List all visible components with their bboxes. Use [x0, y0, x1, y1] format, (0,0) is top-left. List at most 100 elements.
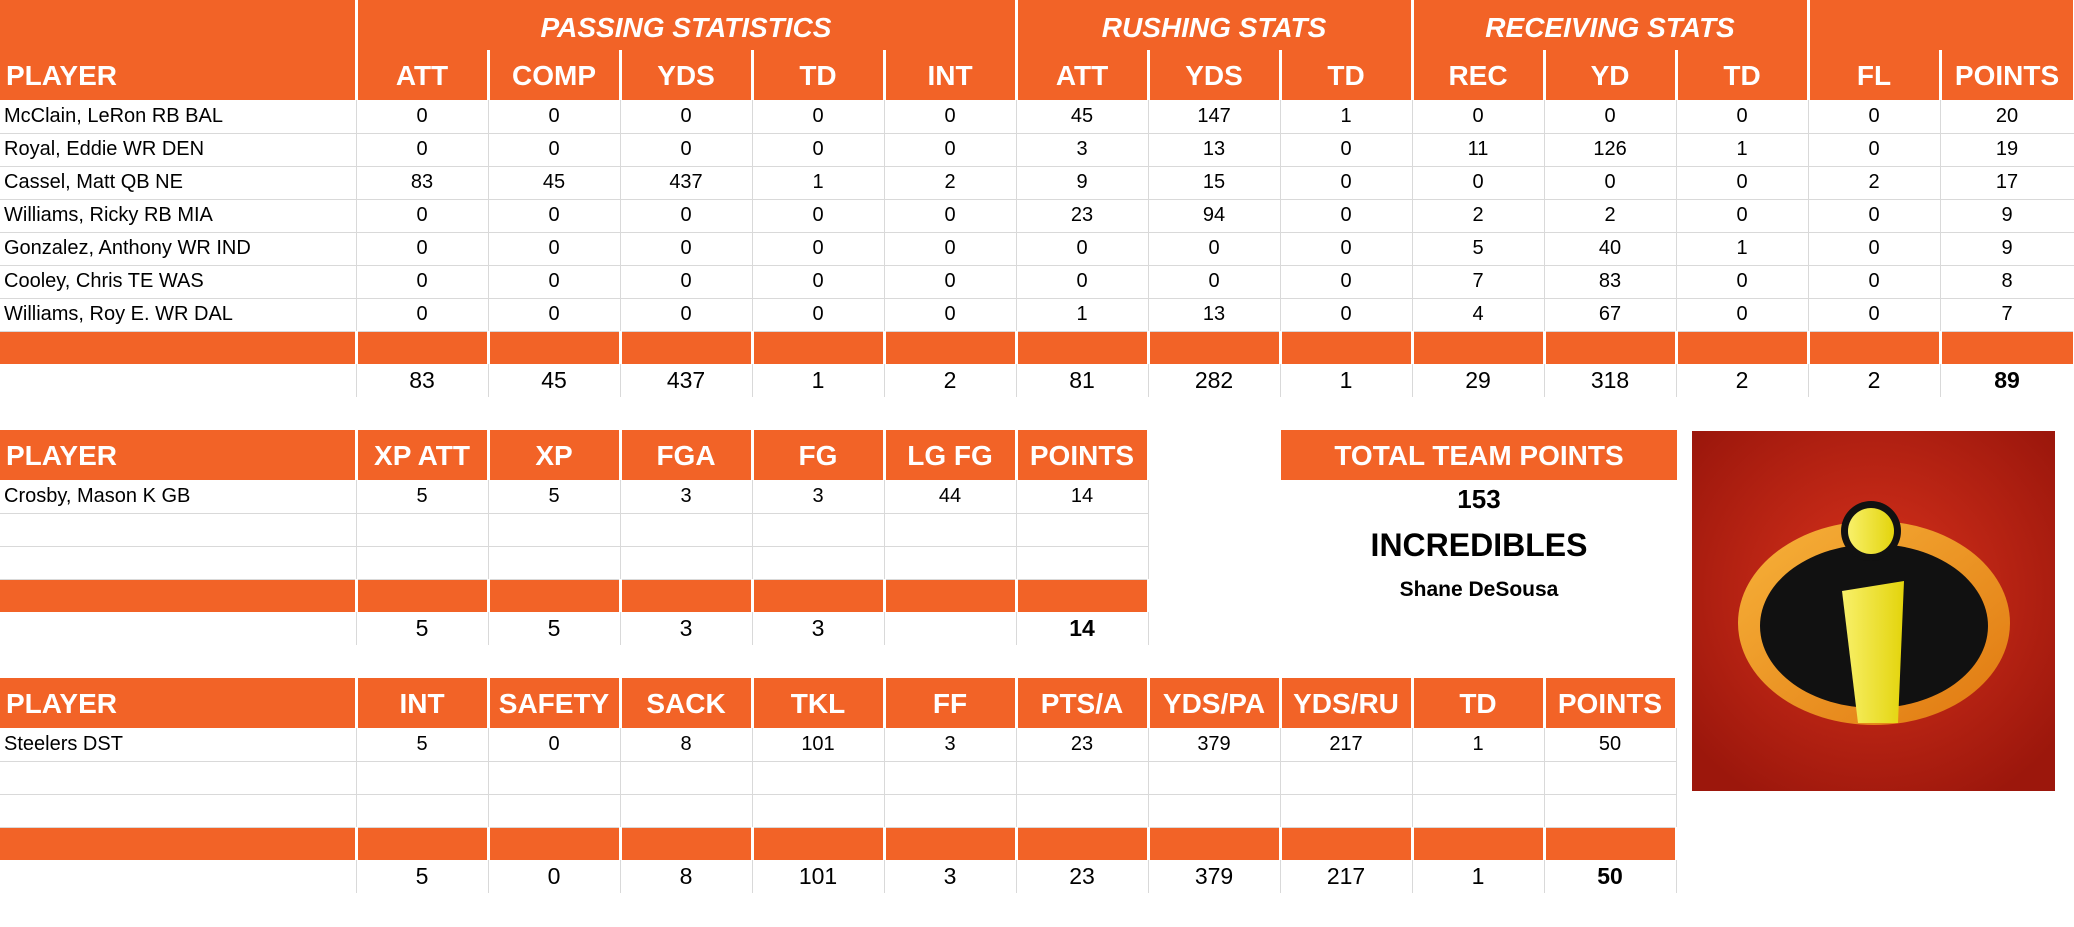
- column-header: FF: [884, 678, 1018, 728]
- separator-cell: [488, 331, 622, 364]
- player-name-cell: Crosby, Mason K GB: [0, 480, 357, 514]
- table-row: Gonzalez, Anthony WR IND 0 0 0 0 0 0 0 0 5 40 1 0 9: [0, 232, 2074, 266]
- stat-cell: 0: [620, 265, 753, 299]
- stat-cell: [356, 513, 489, 547]
- column-header: YDS/RU: [1280, 678, 1414, 728]
- total-cell: 437: [620, 364, 753, 397]
- separator-cell: [1016, 827, 1150, 860]
- stat-cell: 3: [620, 480, 753, 514]
- stat-cell: 2: [884, 166, 1017, 200]
- stat-cell: 0: [356, 232, 489, 266]
- stat-cell: 0: [884, 265, 1017, 299]
- total-cell: 1: [1412, 860, 1545, 893]
- separator-cell: [620, 579, 754, 612]
- separator-bar: [0, 579, 1150, 612]
- totals-row: 5 0 8 101 3 23 379 217 1 50: [0, 860, 1677, 893]
- stat-cell: 0: [620, 298, 753, 332]
- stat-cell: 3: [752, 480, 885, 514]
- column-header: SAFETY: [488, 678, 622, 728]
- column-header: YDS/PA: [1148, 678, 1282, 728]
- stat-cell: 0: [1148, 232, 1281, 266]
- total-cell: 3: [752, 612, 885, 645]
- total-cell: 23: [1016, 860, 1149, 893]
- stat-cell: 9: [1940, 232, 2074, 266]
- total-cell: 0: [488, 860, 621, 893]
- group-header-blank: [1808, 0, 2074, 50]
- column-header: INT: [356, 678, 490, 728]
- total-cell: 2: [884, 364, 1017, 397]
- player-name-cell: Gonzalez, Anthony WR IND: [0, 232, 357, 266]
- stat-cell: [1412, 761, 1545, 795]
- stat-cell: 83: [1544, 265, 1677, 299]
- separator-cell: [1280, 827, 1414, 860]
- stat-cell: 0: [884, 232, 1017, 266]
- stat-cell: 17: [1940, 166, 2074, 200]
- defense-stats-table: PLAYER INT SAFETY SACK TKL FF PTS/A YDS/PA YDS/R…: [0, 678, 1678, 893]
- stat-cell: 0: [1280, 232, 1413, 266]
- stat-cell: [884, 513, 1017, 547]
- stat-cell: 0: [488, 728, 621, 762]
- stat-cell: 8: [620, 728, 753, 762]
- total-cell: 5: [356, 612, 489, 645]
- column-header: TD: [1412, 678, 1546, 728]
- stat-cell: [1280, 794, 1413, 828]
- stat-cell: [1016, 761, 1149, 795]
- column-header: POINTS: [1016, 430, 1150, 480]
- total-cell: 50: [1544, 860, 1677, 893]
- total-cell: 2: [1808, 364, 1941, 397]
- stat-cell: 0: [356, 265, 489, 299]
- total-cell: 5: [488, 612, 621, 645]
- stat-cell: 0: [752, 100, 885, 134]
- stat-cell: 0: [1412, 166, 1545, 200]
- separator-cell: [356, 579, 490, 612]
- team-name: INCREDIBLES: [1370, 527, 1588, 563]
- separator-cell: [1412, 827, 1546, 860]
- column-header: SACK: [620, 678, 754, 728]
- separator-cell: [0, 331, 358, 364]
- stat-cell: 0: [488, 298, 621, 332]
- stat-cell: 0: [1676, 199, 1809, 233]
- column-header-row: PLAYER ATT COMP YDS TD INT ATT YDS TD REC YD TD FL PO…: [0, 50, 2074, 100]
- column-header: POINTS: [1544, 678, 1678, 728]
- stat-cell: 9: [1940, 199, 2074, 233]
- stat-cell: 7: [1940, 298, 2074, 332]
- stat-cell: 0: [620, 133, 753, 167]
- stat-cell: 0: [488, 100, 621, 134]
- stat-cell: 0: [752, 265, 885, 299]
- player-name-cell: [0, 513, 357, 547]
- stat-cell: 0: [1676, 100, 1809, 134]
- total-cell: 3: [884, 860, 1017, 893]
- stat-cell: [1148, 794, 1281, 828]
- stat-cell: 23: [1016, 728, 1149, 762]
- column-header: YDS: [620, 50, 754, 100]
- stat-cell: 0: [1676, 166, 1809, 200]
- table-row: Crosby, Mason K GB 5 5 3 3 44 14: [0, 480, 1149, 514]
- stat-cell: 126: [1544, 133, 1677, 167]
- stat-cell: [488, 513, 621, 547]
- stat-cell: 15: [1148, 166, 1281, 200]
- stat-cell: 45: [1016, 100, 1149, 134]
- total-cell: 101: [752, 860, 885, 893]
- stat-group-header-row: PASSING STATISTICS RUSHING STATS RECEIVI…: [0, 0, 2074, 50]
- stat-cell: [1280, 761, 1413, 795]
- stat-cell: 8: [1940, 265, 2074, 299]
- stat-cell: 0: [884, 133, 1017, 167]
- separator-cell: [1676, 331, 1810, 364]
- group-header-blank: [0, 0, 358, 50]
- stat-cell: [620, 761, 753, 795]
- column-header: TD: [1280, 50, 1414, 100]
- stat-cell: 0: [1016, 232, 1149, 266]
- stat-cell: [752, 761, 885, 795]
- total-team-points-value: 153: [1457, 484, 1501, 514]
- stat-cell: 217: [1280, 728, 1413, 762]
- separator-cell: [752, 579, 886, 612]
- total-team-points-header: TOTAL TEAM POINTS: [1281, 430, 1677, 480]
- total-cell: 29: [1412, 364, 1545, 397]
- stat-cell: [620, 513, 753, 547]
- kicker-stats-table: PLAYER XP ATT XP FGA FG LG FG POINTS Crosby, M…: [0, 430, 1150, 645]
- stat-cell: 0: [1808, 100, 1941, 134]
- total-cell: 3: [620, 612, 753, 645]
- separator-cell: [1412, 331, 1546, 364]
- totals-row: 83 45 437 1 2 81 282 1 29 318 2 2 89: [0, 364, 2074, 397]
- stat-cell: [752, 794, 885, 828]
